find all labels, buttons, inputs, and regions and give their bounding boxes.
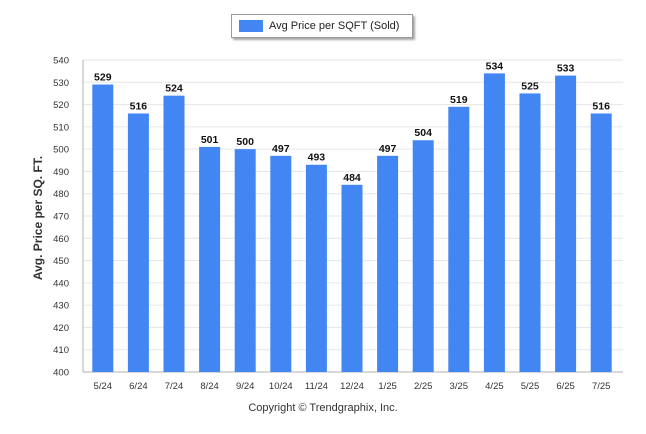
- data-label: 484: [343, 172, 361, 184]
- y-tick-label: 490: [53, 167, 69, 178]
- y-tick-label: 470: [53, 212, 69, 223]
- bar: [305, 164, 327, 372]
- bar: [270, 155, 292, 372]
- x-tick-label: 9/24: [236, 381, 255, 392]
- legend-label: Avg Price per SQFT (Sold): [269, 20, 400, 32]
- bar: [199, 146, 221, 372]
- bar: [555, 75, 577, 372]
- x-tick-label: 7/25: [592, 381, 611, 392]
- data-label: 525: [521, 80, 539, 92]
- bar: [127, 113, 149, 372]
- y-tick-label: 510: [53, 122, 69, 133]
- y-tick-label: 440: [53, 278, 69, 289]
- y-tick-label: 420: [53, 323, 69, 334]
- y-tick-label: 480: [53, 189, 69, 200]
- legend: Avg Price per SQFT (Sold): [231, 14, 413, 38]
- tick-labels: 400 410 420 430 440 450 460 470 480 490 500 510 520 5…: [53, 56, 610, 393]
- y-tick-label: 540: [53, 56, 69, 67]
- data-label: 497: [272, 143, 290, 155]
- bar: [519, 93, 541, 372]
- bar: [341, 184, 363, 372]
- bar: [448, 106, 470, 373]
- data-label: 516: [592, 100, 610, 112]
- bars: [92, 73, 612, 373]
- y-tick-label: 430: [53, 301, 69, 312]
- x-tick-label: 7/24: [165, 381, 184, 392]
- y-tick-label: 500: [53, 145, 69, 156]
- x-tick-label: 12/24: [340, 381, 364, 392]
- data-label: 533: [557, 63, 575, 75]
- data-label: 493: [308, 152, 326, 164]
- x-tick-label: 2/25: [414, 381, 433, 392]
- data-label: 500: [236, 136, 254, 148]
- x-tick-label: 5/25: [521, 381, 540, 392]
- y-tick-label: 460: [53, 234, 69, 245]
- x-tick-label: 3/25: [450, 381, 469, 392]
- data-label: 524: [165, 83, 183, 95]
- bar: [590, 113, 612, 372]
- x-tick-label: 11/24: [305, 381, 328, 392]
- data-label: 516: [130, 100, 148, 112]
- data-labels: 529 516 524 501 500 497 493 484 497 504 519 534 525 5…: [94, 60, 610, 183]
- bar: [92, 84, 114, 372]
- y-axis-label: Avg. Price per SQ. FT.: [31, 156, 45, 280]
- x-tick-label: 4/25: [485, 381, 504, 392]
- x-tick-label: 6/25: [556, 381, 575, 392]
- y-tick-label: 520: [53, 100, 69, 111]
- y-tick-label: 530: [53, 78, 69, 89]
- y-tick-label: 450: [53, 256, 69, 267]
- bar: [412, 140, 434, 372]
- data-label: 519: [450, 94, 468, 106]
- y-tick-label: 410: [53, 345, 69, 356]
- x-tick-label: 1/25: [378, 381, 397, 392]
- x-tick-label: 8/24: [200, 381, 219, 392]
- data-label: 534: [486, 60, 504, 72]
- data-label: 504: [414, 127, 432, 139]
- x-tick-label: 10/24: [269, 381, 293, 392]
- legend-swatch: [239, 20, 263, 32]
- x-tick-label: 6/24: [129, 381, 148, 392]
- data-label: 501: [201, 134, 219, 146]
- bar: [377, 155, 399, 372]
- bar: [234, 149, 256, 372]
- data-label: 497: [379, 143, 397, 155]
- bar: [163, 95, 185, 373]
- copyright-text: Copyright © Trendgraphix, Inc.: [248, 402, 398, 414]
- x-tick-label: 5/24: [94, 381, 113, 392]
- y-tick-label: 400: [53, 368, 69, 379]
- bar: [483, 73, 505, 372]
- data-label: 529: [94, 72, 112, 84]
